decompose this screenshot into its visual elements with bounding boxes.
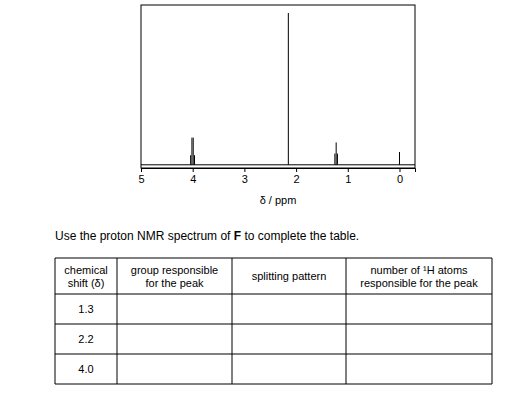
table: chemicalshift (δ) group responsiblefor th…	[55, 258, 492, 384]
table-header: responsible for the peak	[360, 277, 478, 289]
peak	[190, 155, 191, 165]
table-rule	[55, 294, 492, 295]
tick: 5	[138, 168, 144, 185]
tick-mark	[348, 168, 349, 172]
question-text: Use the proton NMR spectrum of	[55, 229, 234, 243]
question-text: to complete the table.	[241, 229, 359, 243]
x-axis: 5 4 3 2 1 0	[138, 168, 415, 185]
peak	[193, 138, 194, 165]
table-rule	[55, 384, 492, 385]
table-rule	[346, 258, 347, 384]
table-rule	[232, 258, 233, 384]
table-rule	[492, 258, 493, 384]
table-rule	[55, 324, 492, 325]
table-rule	[117, 258, 118, 384]
tick: 3	[242, 168, 248, 185]
peak	[337, 154, 338, 165]
tick-mark	[141, 168, 142, 172]
tick: 1	[345, 168, 351, 185]
peak	[334, 154, 335, 165]
tick-mark	[193, 168, 194, 172]
tick: 0	[397, 168, 403, 185]
table-header: splitting pattern	[252, 270, 327, 282]
axis-title: δ / ppm	[260, 194, 297, 206]
table-header: shift (δ)	[68, 277, 105, 289]
peak	[191, 138, 192, 165]
table-rule	[55, 258, 56, 384]
tick-mark	[296, 168, 297, 172]
table-header: group responsible	[131, 264, 218, 276]
axis-line	[142, 169, 416, 173]
tick-mark	[244, 168, 245, 172]
baseline	[141, 164, 415, 165]
table-header: for the peak	[145, 277, 204, 289]
spectrum	[141, 13, 415, 165]
table-header: number of ¹H atoms	[370, 264, 468, 276]
page: 5 4 3 2 1 0 δ / ppm Use the proton NMR spectrum…	[0, 0, 512, 400]
table-rule	[55, 258, 492, 259]
table-header: chemical	[64, 264, 107, 276]
tick-label: 0	[397, 173, 403, 185]
plot-frame	[141, 5, 415, 168]
tick-label: 4	[190, 173, 196, 185]
tick-label: 5	[138, 173, 144, 185]
tick: 2	[294, 168, 300, 185]
table-rule	[55, 354, 492, 355]
table-cell: 2.2	[78, 333, 93, 345]
peak	[399, 152, 400, 165]
peak	[336, 142, 337, 164]
question: Use the proton NMR spectrum of F to comp…	[55, 229, 359, 243]
peak	[194, 155, 195, 165]
tick-label: 3	[242, 173, 248, 185]
tick-label: 1	[345, 173, 351, 185]
tick-label: 2	[294, 173, 300, 185]
peak	[288, 13, 289, 165]
table-cell: 1.3	[78, 303, 93, 315]
tick-mark	[399, 168, 400, 172]
question-bold: F	[234, 229, 241, 243]
table-cell: 4.0	[78, 363, 93, 375]
tick: 4	[190, 168, 196, 185]
